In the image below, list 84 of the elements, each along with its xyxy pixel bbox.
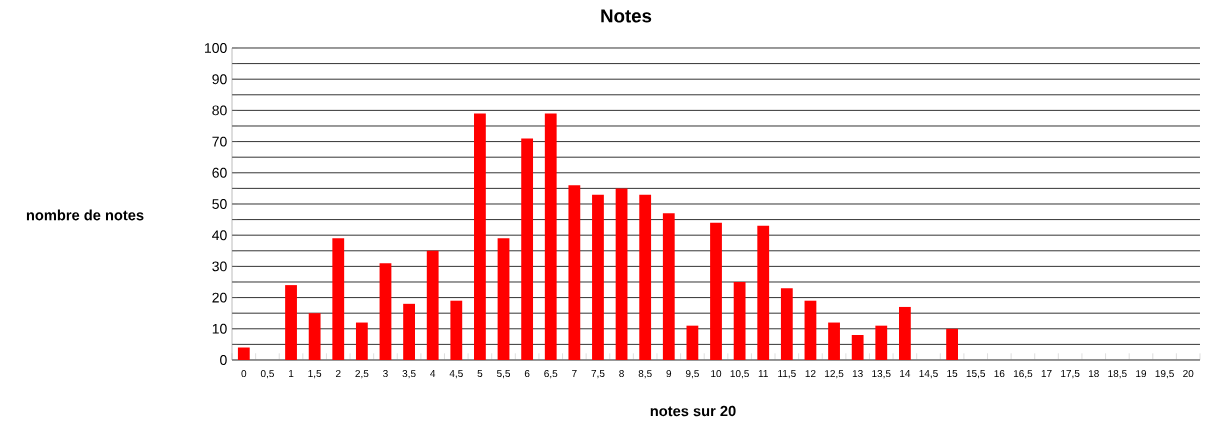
bar bbox=[615, 188, 628, 360]
y-tick-label: 100 bbox=[205, 43, 227, 53]
bar bbox=[733, 281, 746, 360]
bar bbox=[355, 322, 368, 360]
bar bbox=[662, 213, 675, 360]
x-tick-label: 5,5 bbox=[496, 370, 511, 379]
x-tick-label: 1,5 bbox=[308, 370, 322, 379]
y-axis-title: nombre de notes bbox=[26, 209, 144, 221]
x-tick-label: 1 bbox=[289, 370, 294, 377]
x-tick-label: 7 bbox=[572, 370, 577, 377]
x-tick-label: 8 bbox=[619, 370, 624, 378]
x-tick-label: 16 bbox=[994, 370, 1005, 378]
x-tick-label: 5 bbox=[477, 370, 483, 378]
x-tick-label: 8,5 bbox=[638, 370, 652, 379]
x-tick-label: 10 bbox=[711, 370, 722, 378]
y-tick-label: 10 bbox=[212, 323, 227, 334]
x-tick-label: 18 bbox=[1088, 370, 1099, 378]
bar bbox=[426, 250, 439, 360]
bar bbox=[875, 325, 888, 360]
x-tick-label: 4,5 bbox=[449, 370, 463, 379]
y-tick-label: 40 bbox=[212, 230, 227, 241]
y-tick-label: 50 bbox=[212, 199, 227, 209]
x-tick-label: 3 bbox=[383, 370, 388, 378]
x-tick-label: 0,5 bbox=[260, 370, 274, 379]
bar bbox=[710, 222, 722, 360]
bar bbox=[568, 185, 581, 360]
bar bbox=[521, 138, 534, 360]
x-tick-label: 13,5 bbox=[872, 370, 891, 379]
x-tick-label: 4 bbox=[430, 370, 436, 377]
bar bbox=[828, 322, 840, 360]
y-tick-label: 90 bbox=[212, 74, 227, 85]
x-tick-label: 6,5 bbox=[544, 370, 558, 379]
x-tick-label: 19,5 bbox=[1155, 370, 1174, 379]
bar bbox=[804, 300, 817, 360]
bar bbox=[898, 306, 911, 360]
x-tick-label: 7,5 bbox=[591, 370, 605, 379]
y-tick-label: 20 bbox=[212, 292, 227, 303]
y-tick-label: 0 bbox=[220, 355, 227, 365]
x-tick-label: 18,5 bbox=[1108, 370, 1127, 379]
x-tick-label: 11 bbox=[758, 370, 768, 377]
x-axis-title: notes sur 20 bbox=[650, 405, 736, 417]
bar bbox=[379, 263, 392, 360]
bar bbox=[497, 238, 510, 360]
bar bbox=[686, 325, 699, 360]
bar bbox=[332, 238, 345, 360]
x-tick-label: 11,5 bbox=[778, 370, 796, 379]
bar bbox=[474, 113, 486, 360]
x-tick-label: 3,5 bbox=[402, 370, 416, 379]
x-tick-label: 16,5 bbox=[1013, 370, 1033, 379]
x-tick-label: 14 bbox=[900, 370, 911, 377]
bar bbox=[946, 328, 958, 360]
x-tick-label: 9,5 bbox=[685, 370, 699, 379]
y-tick-label: 60 bbox=[212, 167, 227, 178]
x-tick-label: 17 bbox=[1041, 370, 1052, 377]
x-tick-label: 15,5 bbox=[966, 370, 986, 379]
bar bbox=[851, 335, 864, 360]
bar bbox=[757, 225, 770, 360]
x-tick-label: 15 bbox=[947, 370, 958, 378]
x-tick-label: 12 bbox=[805, 370, 816, 378]
bar bbox=[403, 303, 415, 360]
bar bbox=[544, 113, 557, 360]
y-tick-label: 70 bbox=[212, 136, 227, 147]
y-tick-label: 80 bbox=[212, 105, 227, 116]
bar bbox=[450, 300, 463, 360]
x-tick-label: 2,5 bbox=[355, 370, 369, 379]
x-tick-label: 2 bbox=[335, 370, 341, 378]
x-tick-label: 9 bbox=[666, 370, 672, 378]
x-tick-label: 0 bbox=[241, 370, 247, 378]
bar bbox=[592, 194, 604, 360]
x-tick-label: 10,5 bbox=[730, 370, 749, 379]
bar bbox=[780, 288, 793, 360]
y-tick-label: 30 bbox=[212, 261, 227, 272]
x-tick-label: 14,5 bbox=[919, 370, 938, 379]
bar bbox=[639, 194, 652, 360]
bar bbox=[308, 313, 321, 360]
chart-title: Notes bbox=[601, 9, 652, 23]
x-tick-label: 13 bbox=[852, 370, 863, 378]
x-tick-label: 17,5 bbox=[1061, 370, 1080, 379]
bar bbox=[237, 347, 250, 360]
x-tick-label: 12,5 bbox=[825, 370, 844, 379]
x-tick-label: 20 bbox=[1183, 370, 1194, 378]
x-tick-label: 6 bbox=[524, 370, 530, 378]
x-tick-label: 19 bbox=[1136, 370, 1147, 378]
bar bbox=[285, 285, 297, 360]
